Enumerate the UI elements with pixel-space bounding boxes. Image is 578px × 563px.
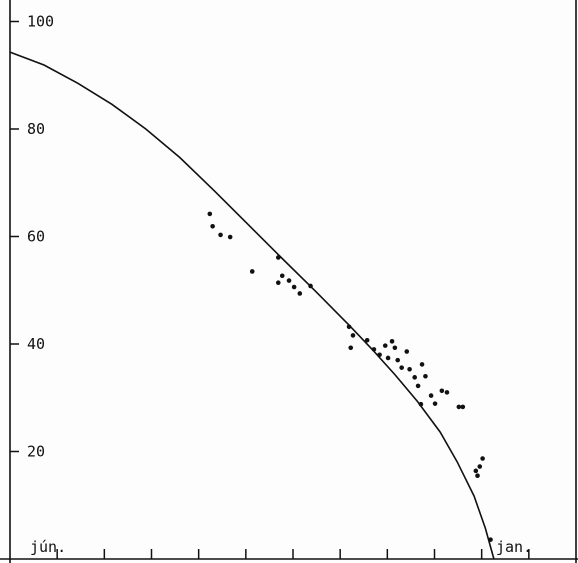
data-points	[207, 211, 493, 542]
data-point	[275, 255, 281, 260]
data-point	[460, 404, 466, 410]
data-point	[473, 468, 479, 474]
y-tick-label: 60	[27, 228, 45, 246]
data-point	[346, 324, 352, 330]
data-point	[291, 284, 297, 290]
data-point	[404, 349, 410, 354]
data-point	[286, 278, 292, 283]
data-point	[477, 464, 483, 469]
data-point	[475, 473, 480, 478]
data-point	[423, 373, 428, 379]
data-point	[385, 355, 391, 361]
data-point	[364, 337, 370, 343]
data-point	[480, 456, 485, 461]
data-point	[275, 280, 281, 286]
data-point	[382, 343, 388, 348]
data-point	[297, 291, 303, 296]
data-point	[412, 375, 417, 380]
data-point	[389, 339, 395, 344]
x-axis-ticks	[56, 549, 530, 559]
y-tick-label: 80	[27, 120, 45, 138]
data-point	[444, 390, 450, 395]
data-point	[350, 333, 356, 338]
fit-curve	[9, 51, 495, 560]
data-point	[249, 269, 255, 274]
data-point	[428, 393, 434, 398]
data-point	[377, 352, 382, 358]
data-point	[371, 347, 377, 352]
data-point	[418, 401, 424, 407]
data-point	[227, 234, 233, 240]
right-corner-label: jan.	[496, 538, 532, 556]
data-point	[392, 345, 398, 351]
data-point	[415, 383, 421, 389]
data-point	[279, 273, 285, 279]
data-point	[348, 345, 354, 351]
data-point	[419, 362, 425, 367]
data-point	[488, 537, 493, 542]
data-point	[407, 366, 412, 372]
data-point	[207, 211, 213, 217]
data-point	[210, 223, 215, 229]
data-point	[432, 401, 438, 406]
data-point	[456, 404, 462, 410]
y-tick-label: 40	[27, 335, 45, 353]
data-point	[218, 232, 223, 238]
y-tick-label: 20	[27, 443, 45, 461]
data-point	[395, 357, 401, 363]
data-point	[308, 283, 313, 289]
y-axis-ticks: 20 40 60 80 100	[10, 13, 54, 461]
left-corner-label: jún.	[30, 538, 66, 556]
data-point	[439, 388, 445, 394]
data-point	[399, 365, 404, 370]
y-tick-label: 100	[27, 13, 54, 31]
